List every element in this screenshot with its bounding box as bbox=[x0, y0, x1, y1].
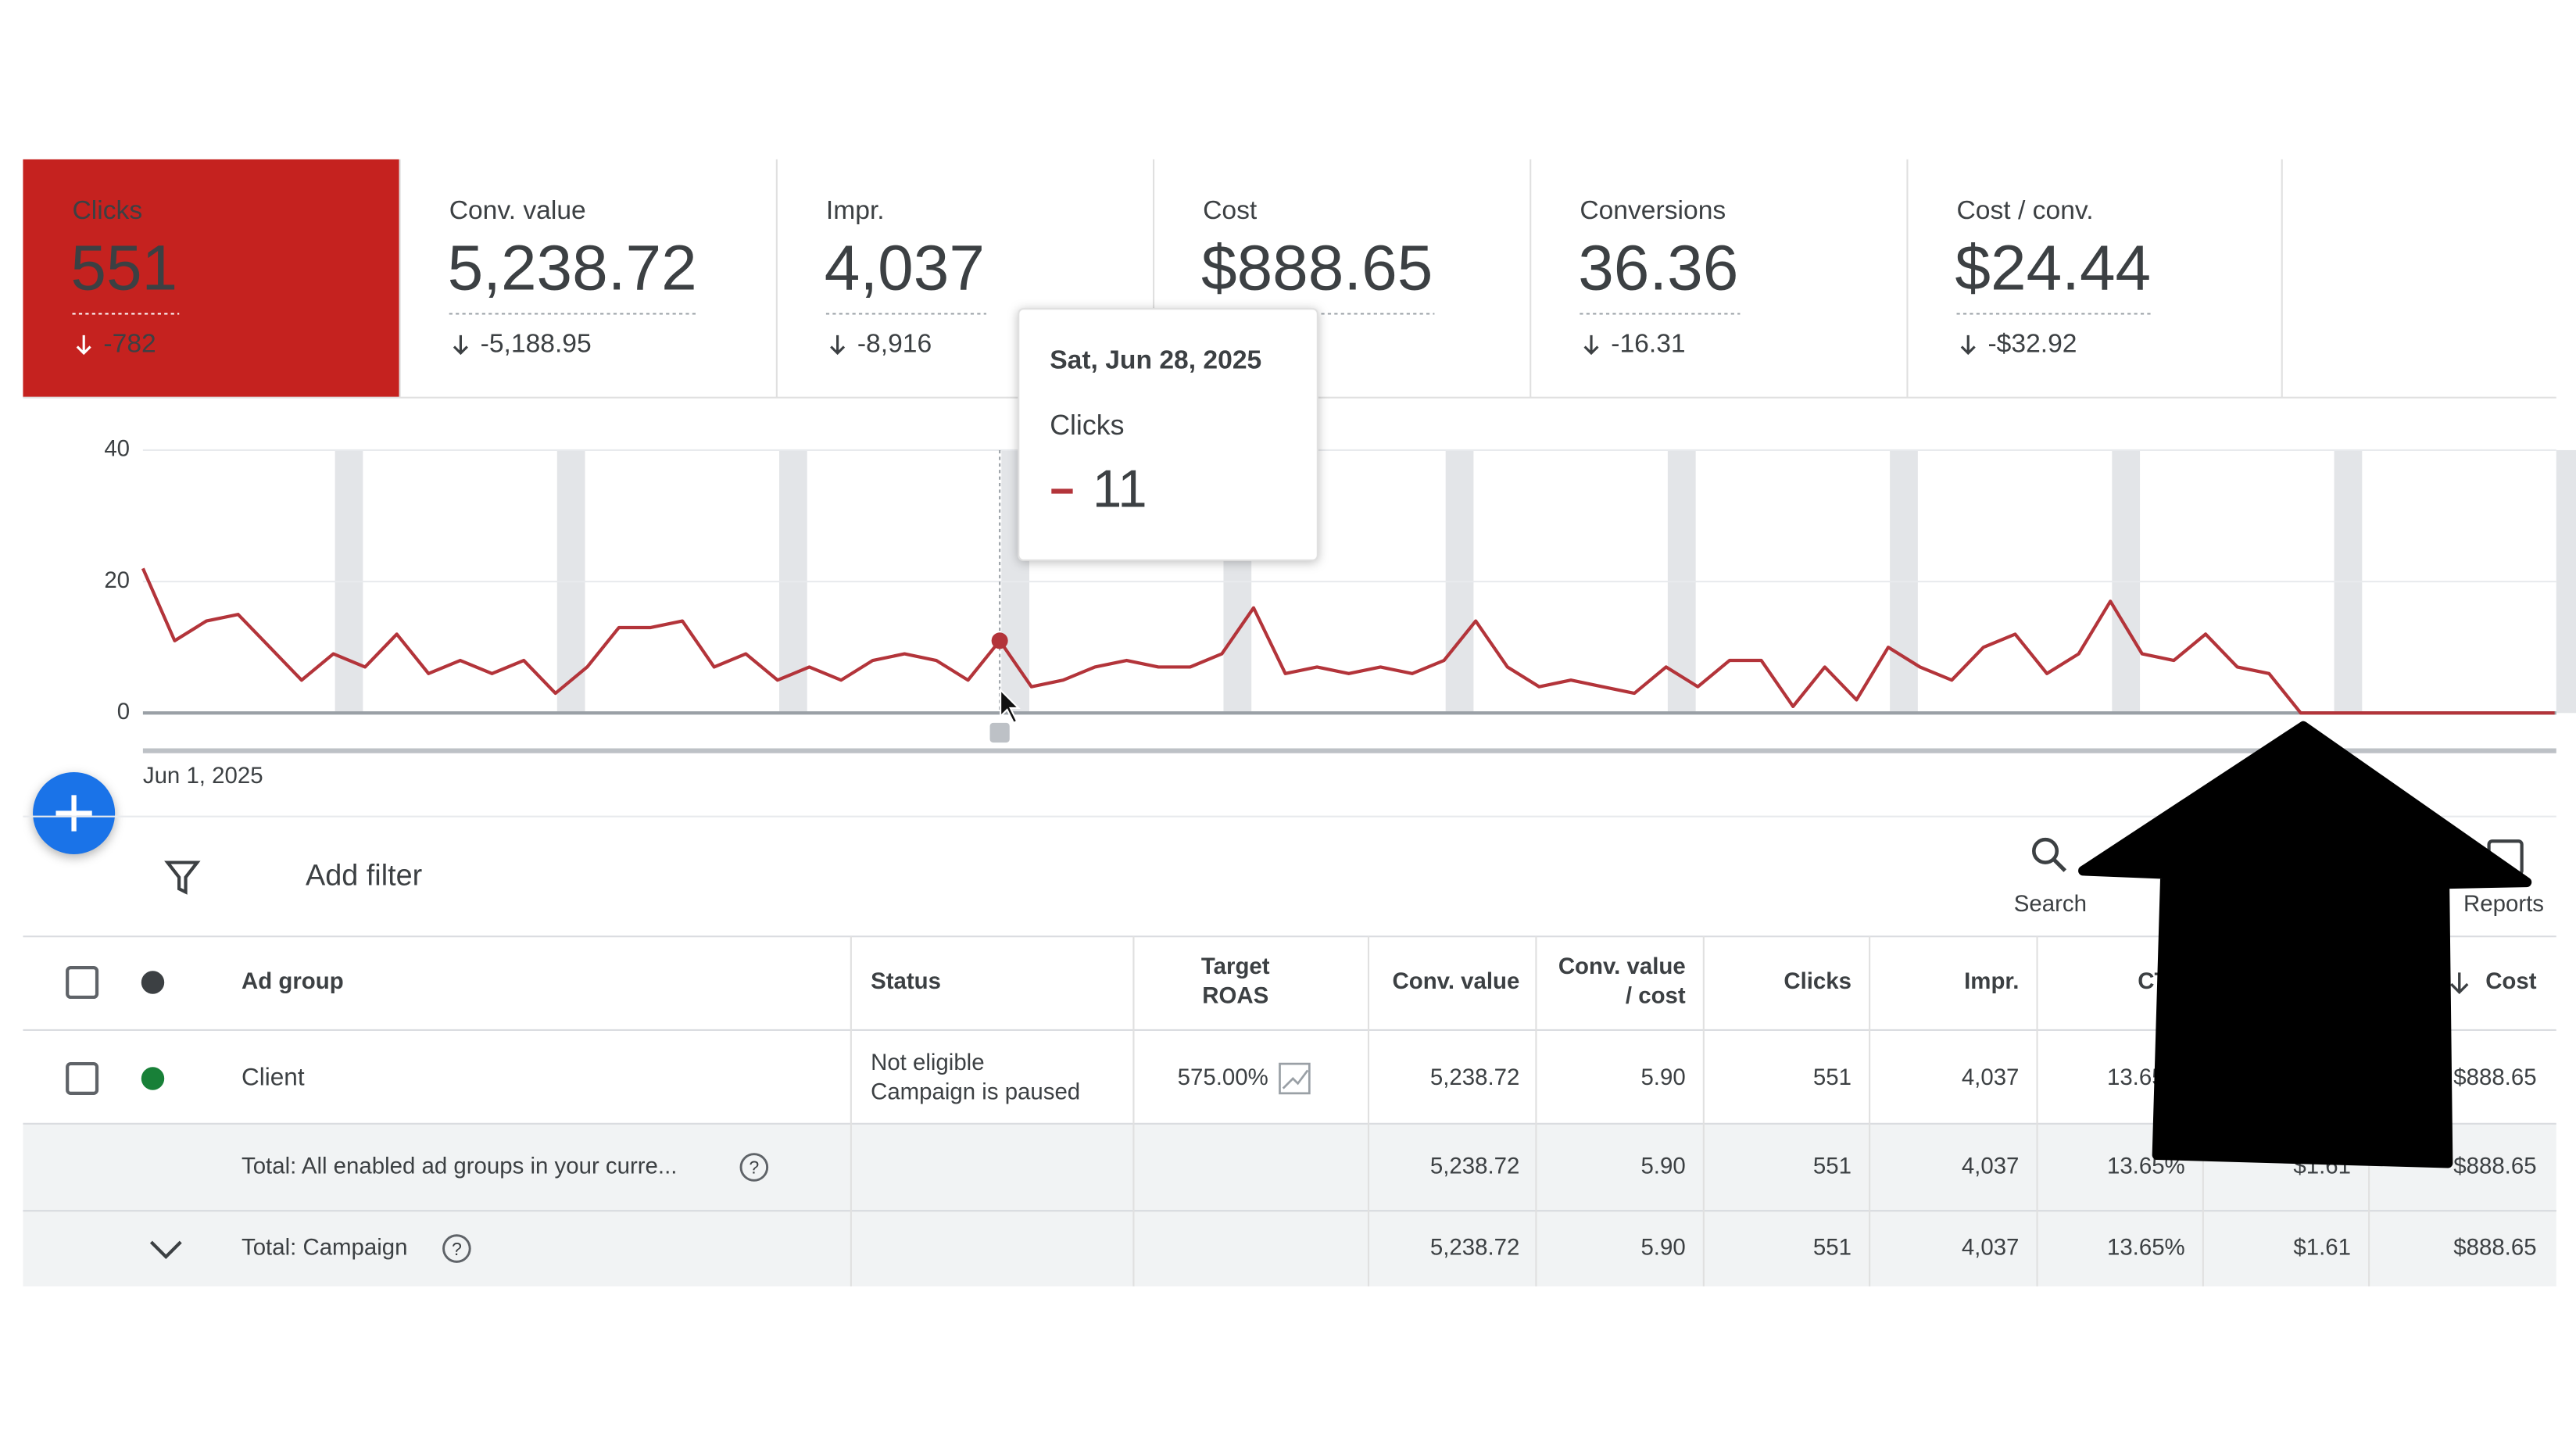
metric-change: -8,916 bbox=[857, 329, 932, 358]
metric-value: $888.65 bbox=[1201, 233, 1433, 304]
table-cell: $888.65 bbox=[2453, 1153, 2536, 1179]
search-icon-handle bbox=[2052, 857, 2067, 872]
metric-change: -5,188.95 bbox=[481, 329, 592, 358]
tooltip-metric: Clicks bbox=[1050, 410, 1124, 441]
down-arrow-icon bbox=[830, 335, 846, 356]
help-icon[interactable] bbox=[739, 1153, 769, 1182]
drawn-arrow bbox=[2078, 721, 2532, 1168]
column-header[interactable]: Impr. bbox=[1964, 968, 2019, 994]
select-all-checkbox[interactable] bbox=[66, 966, 99, 1000]
metric-value: 5,238.72 bbox=[448, 233, 697, 304]
table-cell: 13.65% bbox=[2107, 1234, 2185, 1260]
table-cell: 4,037 bbox=[1962, 1234, 2020, 1260]
metric-label: Conv. value bbox=[449, 196, 586, 225]
table-cell: 5,238.72 bbox=[1430, 1064, 1519, 1090]
table-cell: 551 bbox=[1813, 1153, 1852, 1179]
target-roas: 575.00% bbox=[1178, 1064, 1268, 1090]
expand-chevron[interactable] bbox=[149, 1240, 182, 1260]
column-header[interactable]: Ad group bbox=[242, 968, 344, 994]
sort-arrow bbox=[2450, 972, 2469, 995]
reports-label[interactable]: Reports bbox=[2463, 891, 2544, 917]
down-arrow-icon bbox=[76, 335, 91, 356]
metric-value: 36.36 bbox=[1578, 233, 1738, 304]
table-cell: 4,037 bbox=[1962, 1153, 2020, 1179]
column-header[interactable]: Conv. value bbox=[1558, 953, 1686, 979]
total-label: Total: All enabled ad groups in your cur… bbox=[242, 1153, 677, 1179]
status-header-dot bbox=[141, 971, 165, 994]
metric-value: $24.44 bbox=[1955, 233, 2151, 304]
enabled-dot bbox=[141, 1067, 165, 1090]
down-arrow-icon bbox=[1960, 335, 1976, 356]
metric-value: 551 bbox=[70, 233, 177, 304]
y-tick-label: 40 bbox=[104, 436, 130, 462]
total-row-bg bbox=[23, 1123, 2556, 1286]
help-icon-mark: ? bbox=[749, 1157, 759, 1178]
metric-label: Cost / conv. bbox=[1957, 196, 2094, 225]
column-header[interactable]: Target bbox=[1201, 953, 1270, 979]
help-icon[interactable] bbox=[442, 1234, 471, 1263]
table-cell: 5.90 bbox=[1640, 1153, 1685, 1179]
column-header[interactable]: Clicks bbox=[1784, 968, 1852, 994]
tooltip-value: 11 bbox=[1093, 460, 1147, 518]
down-arrow-icon bbox=[453, 335, 468, 356]
add-filter[interactable]: Add filter bbox=[306, 859, 422, 892]
ad-group-link[interactable]: Client bbox=[242, 1062, 305, 1090]
search-icon[interactable] bbox=[2032, 837, 2059, 864]
y-tick-label: 20 bbox=[104, 567, 130, 593]
metric-label: Cost bbox=[1203, 196, 1258, 225]
clicks-line bbox=[141, 567, 2555, 715]
metric-label: Impr. bbox=[826, 196, 885, 225]
metric-card[interactable] bbox=[399, 159, 777, 398]
panel bbox=[20, 157, 2560, 1289]
down-arrow-icon bbox=[1583, 335, 1599, 356]
table-cell: 4,037 bbox=[1962, 1064, 2020, 1090]
table-cell: 5,238.72 bbox=[1430, 1234, 1519, 1260]
metric-card-selected[interactable] bbox=[23, 159, 399, 398]
total-label: Total: Campaign bbox=[242, 1234, 408, 1260]
row-checkbox[interactable] bbox=[66, 1061, 99, 1096]
help-icon-mark: ? bbox=[452, 1239, 462, 1259]
status-detail: Campaign is paused bbox=[871, 1079, 1080, 1105]
metric-change: -782 bbox=[103, 329, 156, 358]
table-cell: 551 bbox=[1813, 1234, 1852, 1260]
column-header[interactable]: ROAS bbox=[1202, 983, 1268, 1009]
table-cell: 5,238.72 bbox=[1430, 1153, 1519, 1179]
column-header[interactable]: / cost bbox=[1626, 983, 1686, 1009]
hover-point bbox=[991, 632, 1008, 649]
search-label[interactable]: Search bbox=[2014, 891, 2087, 917]
roas-chart-icon bbox=[1279, 1062, 1311, 1095]
table-cell: $888.65 bbox=[2453, 1234, 2536, 1260]
table-cell: 551 bbox=[1813, 1064, 1852, 1090]
weekend-band bbox=[2556, 449, 2576, 714]
column-header[interactable]: Status bbox=[871, 968, 941, 994]
metric-change: -$32.92 bbox=[1987, 329, 2077, 358]
tooltip bbox=[1018, 308, 1318, 561]
table-cell: 5.90 bbox=[1640, 1064, 1685, 1090]
metric-label: Conversions bbox=[1580, 196, 1726, 225]
column-header[interactable]: Cost bbox=[2485, 968, 2537, 994]
scroll-handle bbox=[989, 722, 1010, 743]
table-cell: 5.90 bbox=[1640, 1234, 1685, 1260]
metric-value: 4,037 bbox=[825, 233, 985, 304]
status: Not eligible bbox=[871, 1050, 984, 1075]
add-button-icon bbox=[55, 795, 92, 832]
metric-change: -16.31 bbox=[1611, 329, 1685, 358]
column-header[interactable]: Conv. value bbox=[1393, 968, 1520, 994]
metric-label: Clicks bbox=[72, 196, 142, 225]
table-cell: $1.61 bbox=[2293, 1234, 2351, 1260]
tooltip-date: Sat, Jun 28, 2025 bbox=[1050, 345, 1261, 374]
x-tick-label: Jun 1, 2025 bbox=[143, 763, 263, 789]
mouse-cursor bbox=[1000, 688, 1021, 724]
y-tick-label: 0 bbox=[117, 699, 130, 724]
metric-card[interactable] bbox=[1907, 159, 2284, 398]
table-cell: $888.65 bbox=[2453, 1064, 2536, 1090]
filter-icon[interactable] bbox=[164, 860, 201, 895]
metric-card[interactable] bbox=[1530, 159, 1907, 398]
